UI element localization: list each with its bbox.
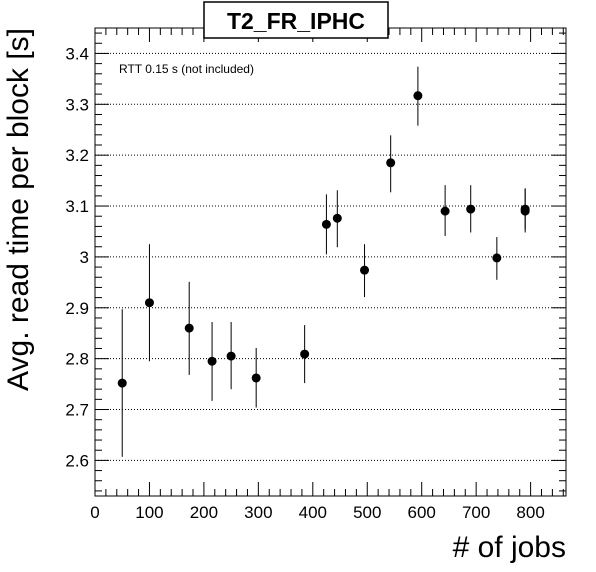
annotation: RTT 0.15 s (not included)	[119, 62, 254, 76]
data-marker	[226, 351, 236, 361]
data-marker	[251, 373, 261, 383]
y-axis: 2.6 2.7 2.8 2.9 3 3.1 3.2 3.3 3.4	[65, 32, 566, 492]
data-marker	[144, 298, 154, 308]
x-tick-label: 0	[90, 503, 99, 522]
x-tick-label: 100	[135, 503, 163, 522]
data-point	[413, 66, 423, 126]
y-tick-label: 2.6	[65, 451, 89, 470]
data-marker	[520, 204, 530, 214]
data-point	[492, 237, 502, 280]
x-tick-label: 600	[408, 503, 436, 522]
y-tick-label: 2.7	[65, 401, 89, 420]
data-marker	[492, 253, 502, 263]
data-point	[520, 189, 530, 230]
data-point	[360, 244, 370, 298]
data-point	[207, 322, 217, 401]
data-marker	[184, 323, 194, 333]
y-axis-label: Avg. read time per block [s]	[2, 28, 35, 391]
x-tick-label: 400	[299, 503, 327, 522]
y-tick-label: 3	[80, 248, 89, 267]
data-point	[466, 185, 476, 233]
data-marker	[440, 206, 450, 216]
data-point	[251, 347, 261, 408]
y-tick-label: 3.2	[65, 146, 89, 165]
data-point	[184, 281, 194, 375]
data-points	[117, 66, 530, 457]
data-point	[332, 190, 342, 248]
x-axis-label: # of jobs	[453, 531, 566, 564]
y-tick-label: 2.9	[65, 299, 89, 318]
y-tick-label: 3.1	[65, 197, 89, 216]
data-marker	[413, 91, 423, 101]
data-point	[321, 194, 331, 255]
data-marker	[117, 378, 127, 388]
data-marker	[386, 158, 396, 168]
data-point	[440, 185, 450, 237]
y-tick-label: 2.8	[65, 350, 89, 369]
data-marker	[300, 349, 310, 359]
chart-title: T2_FR_IPHC	[227, 8, 365, 34]
data-point	[300, 325, 310, 384]
x-tick-label: 300	[244, 503, 272, 522]
x-tick-label: 500	[353, 503, 381, 522]
title-box	[203, 1, 389, 39]
data-point	[226, 322, 236, 390]
data-marker	[466, 204, 476, 214]
data-marker	[321, 219, 331, 229]
x-axis: 0 100 200 300 400 500 600 700 800	[90, 28, 564, 522]
data-point	[386, 135, 396, 193]
x-tick-label: 200	[190, 503, 218, 522]
grid-lines	[95, 52, 566, 461]
y-tick-label: 3.4	[65, 44, 89, 63]
data-point	[117, 309, 127, 457]
x-tick-label: 800	[516, 503, 544, 522]
y-tick-label: 3.3	[65, 95, 89, 114]
data-point	[144, 244, 154, 362]
data-marker	[332, 213, 342, 223]
data-marker	[207, 356, 217, 366]
x-tick-label: 700	[462, 503, 490, 522]
data-marker	[360, 265, 370, 275]
